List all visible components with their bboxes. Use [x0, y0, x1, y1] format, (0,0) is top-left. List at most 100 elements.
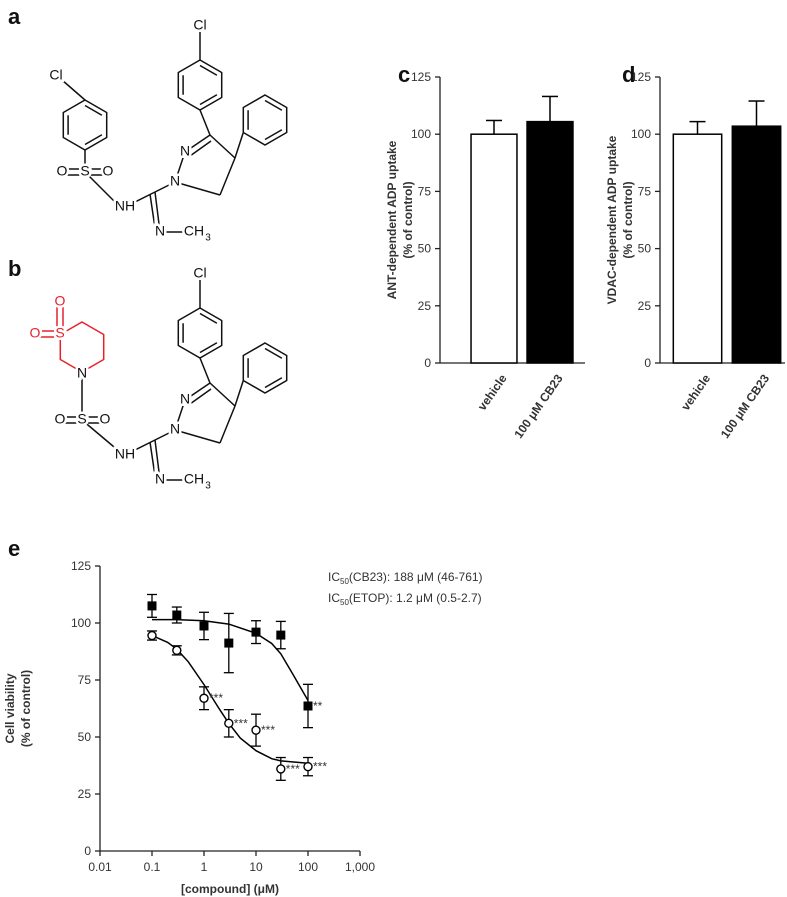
atom-label: S: [80, 163, 89, 179]
data-point: [276, 764, 286, 774]
y-tick-label: 0: [424, 356, 431, 370]
x-tick-label: 0.01: [88, 860, 112, 874]
significance-label: **: [313, 699, 323, 713]
atom-label: CH: [184, 223, 204, 239]
atom-label: O: [55, 411, 66, 427]
panel-letter: d: [622, 62, 635, 87]
x-axis-label: [compound] (μM): [181, 882, 279, 896]
y-axis-label: (% of control): [621, 181, 635, 258]
atom-label: N: [155, 223, 165, 239]
atom-label: S: [77, 411, 86, 427]
annotation-part: (ETOP): 1.2 μM (0.5-2.7): [349, 591, 482, 605]
atom-label: O: [100, 411, 111, 427]
atom-label: O: [55, 293, 66, 309]
annotation-part: 50: [340, 577, 349, 586]
y-axis-label: (% of control): [401, 181, 415, 258]
significance-label: ***: [234, 716, 248, 730]
data-point: [172, 645, 182, 656]
data-point: [199, 693, 209, 703]
data-point: [251, 725, 261, 735]
x-tick-label: 100 μM CB23: [718, 371, 773, 440]
data-point: [172, 610, 182, 620]
y-tick-label: 25: [78, 787, 92, 801]
y-tick-label: 50: [638, 242, 652, 256]
atom-label: 3: [205, 481, 211, 492]
atom-label: O: [30, 325, 41, 341]
panel-letter: c: [398, 62, 410, 87]
y-tick-label: 50: [418, 242, 432, 256]
atom-label: N: [155, 471, 165, 487]
y-tick-label: 25: [418, 299, 432, 313]
atom-label: Cl: [193, 265, 206, 281]
annotation: IC50(ETOP): 1.2 μM (0.5-2.7): [328, 591, 482, 607]
atom-label: Cl: [49, 67, 62, 83]
atom-label: CH: [184, 471, 204, 487]
annotation-part: IC: [328, 591, 340, 605]
y-tick-label: 0: [84, 844, 91, 858]
structure-a: a Cl O S O NH N N N C: [8, 4, 288, 246]
data-point: [147, 630, 157, 641]
x-tick-label: 0.1: [144, 860, 161, 874]
x-tick-label: 100 μM CB23: [511, 371, 566, 440]
y-tick-label: 125: [631, 70, 651, 84]
panel-letter: e: [8, 536, 20, 561]
data-point: [303, 701, 313, 711]
annotation-part: 50: [340, 598, 349, 607]
y-tick-label: 125: [411, 70, 431, 84]
y-axis-label: VDAC-dependent ADP uptake: [605, 135, 619, 304]
atom-label: N: [180, 391, 190, 407]
x-tick-label: 100: [298, 860, 318, 874]
x-tick-label: 10: [249, 860, 263, 874]
structure-b: b O O S N O S O NH N: [8, 256, 288, 494]
y-tick-label: 100: [71, 616, 91, 630]
data-point: [251, 627, 261, 637]
panel-letter: b: [8, 256, 21, 281]
data-point: [224, 638, 234, 648]
data-point: [199, 621, 209, 631]
atom-label: Cl: [193, 17, 206, 33]
y-tick-label: 75: [418, 184, 432, 198]
x-tick-label: vehicle: [678, 371, 713, 413]
data-point: [303, 761, 313, 772]
atom-label: N: [77, 365, 87, 381]
bar: [672, 133, 723, 364]
y-axis-label: Cell viability: [3, 673, 17, 743]
x-tick-label: vehicle: [475, 371, 510, 413]
data-point: [224, 718, 234, 729]
atom-label: O: [57, 163, 68, 179]
significance-label: ***: [209, 691, 223, 705]
y-tick-label: 75: [78, 673, 92, 687]
y-tick-label: 100: [631, 127, 651, 141]
atom-label: N: [170, 173, 180, 189]
x-tick-label: 1: [201, 860, 208, 874]
data-point: [147, 601, 157, 611]
y-tick-label: 25: [638, 299, 652, 313]
y-axis-label: (% of control): [19, 670, 33, 747]
atom-label: O: [103, 163, 114, 179]
bar: [470, 133, 518, 364]
y-axis-label: ANT-dependent ADP uptake: [385, 140, 399, 299]
atom-label: S: [55, 325, 64, 341]
y-tick-label: 125: [71, 559, 91, 573]
data-point: [276, 630, 286, 640]
atom-label: NH: [115, 198, 135, 214]
significance-label: ***: [313, 760, 327, 774]
y-tick-label: 0: [644, 356, 651, 370]
bar: [731, 125, 782, 364]
y-tick-label: 50: [78, 730, 92, 744]
atom-label: N: [180, 143, 190, 159]
annotation-part: (CB23): 188 μM (46-761): [349, 570, 483, 584]
y-tick-label: 100: [411, 127, 431, 141]
significance-label: ***: [286, 762, 300, 776]
bar: [526, 120, 574, 364]
atom-label: NH: [115, 446, 135, 462]
atom-label: 3: [205, 233, 211, 244]
annotation: IC50(CB23): 188 μM (46-761): [328, 570, 483, 586]
significance-label: ***: [261, 723, 275, 737]
panel-letter: a: [8, 4, 21, 29]
annotation-part: IC: [328, 570, 340, 584]
y-tick-label: 75: [638, 184, 652, 198]
x-tick-label: 1,000: [345, 860, 375, 874]
atom-label: N: [170, 421, 180, 437]
